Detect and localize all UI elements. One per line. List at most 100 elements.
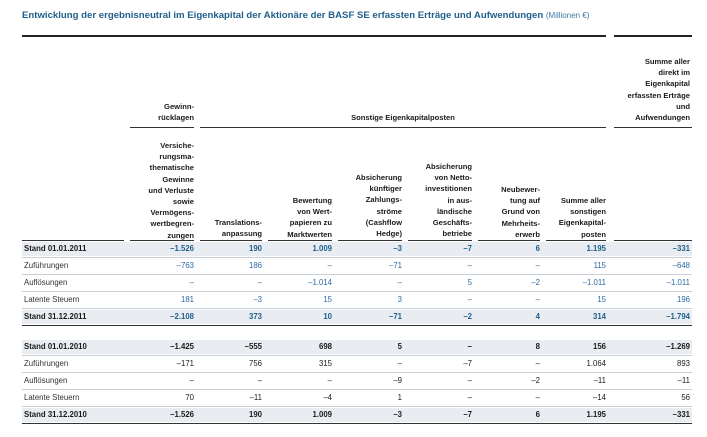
row-label: Stand 01.01.2010	[24, 342, 87, 351]
table-cell: –	[467, 261, 472, 270]
table-cell: 10	[323, 312, 332, 321]
table-cell: –	[467, 342, 472, 351]
table-cell: –	[397, 278, 402, 287]
rule-col-1	[130, 240, 194, 241]
table-cell: –71	[388, 261, 402, 270]
table-cell: 315	[318, 359, 332, 368]
table-cell: –1.014	[308, 278, 332, 287]
table-cell: 314	[592, 312, 606, 321]
table-cell: –	[257, 376, 262, 385]
table-cell: 15	[597, 295, 606, 304]
table-cell: 56	[681, 393, 690, 402]
rule-summe-direkt	[614, 127, 692, 128]
row-label: Stand 31.12.2010	[24, 410, 87, 419]
table-cell: –11	[593, 376, 606, 385]
table-cell: –9	[393, 376, 402, 385]
col-header-nettoinvest: Absicherung von Netto- investitionen in …	[425, 162, 472, 239]
row-label: Zuführungen	[24, 261, 69, 270]
table-cell: 186	[248, 261, 262, 270]
table-cell: –1.526	[170, 410, 194, 419]
table-cell: 70	[185, 393, 194, 402]
row-divider	[22, 257, 692, 258]
row-divider	[22, 423, 692, 424]
table-cell: 5	[397, 342, 402, 351]
table-cell: –1.794	[666, 312, 690, 321]
table-cell: –3	[393, 244, 402, 253]
table-cell: –3	[253, 295, 262, 304]
table-row: Latente Steuern 70 –11 –4 1 – – –14 56	[22, 391, 692, 405]
table-cell: –	[535, 295, 540, 304]
table-cell: –14	[592, 393, 606, 402]
table-cell: 15	[323, 295, 332, 304]
table-cell: –2	[531, 278, 540, 287]
row-label: Latente Steuern	[24, 393, 80, 402]
table-cell: –	[189, 376, 194, 385]
rule-gewinnruecklagen	[130, 127, 194, 128]
row-divider	[22, 406, 692, 407]
table-cell: 8	[535, 342, 540, 351]
table-cell: 1.009	[312, 244, 332, 253]
header-gewinnruecklagen: Gewinn- rücklagen	[158, 102, 194, 123]
table-cell: –1.425	[170, 342, 194, 351]
rule-col-6	[478, 240, 540, 241]
rule-col-7	[546, 240, 606, 241]
col-header-cashflow: Absicherung künftiger Zahlungs- ströme (…	[355, 173, 402, 239]
table-cell: 756	[248, 359, 262, 368]
table-cell: –1.011	[582, 278, 606, 287]
table-cell: –	[467, 295, 472, 304]
table-row: Auflösungen – – – –9 – –2 –11 –11	[22, 374, 692, 388]
table-cell: –1.011	[666, 278, 690, 287]
title-unit: (Millionen €)	[545, 11, 590, 20]
table-cell: 5	[467, 278, 472, 287]
row-divider	[22, 389, 692, 390]
col-header-translation: Translations- anpassung	[214, 218, 262, 239]
col-header-neubewertung: Neubewer- tung auf Grund von Mehrheits- …	[501, 185, 540, 239]
table-cell: –4	[323, 393, 332, 402]
table-cell: 373	[248, 312, 262, 321]
table-cell: 6	[535, 410, 540, 419]
rule-col-4	[338, 240, 402, 241]
table-cell: –	[189, 278, 194, 287]
table-cell: –7	[463, 410, 472, 419]
table-cell: –	[467, 393, 472, 402]
table-cell: –	[535, 261, 540, 270]
row-label: Zuführungen	[24, 359, 69, 368]
table-row: Stand 31.12.2011 –2.108 373 10 –71 –2 4 314 –1.7…	[22, 310, 692, 324]
row-divider	[22, 372, 692, 373]
table-row: Stand 31.12.2010 –1.526 190 1.009 –3 –7 6 1.195…	[22, 408, 692, 422]
row-divider	[22, 325, 692, 326]
table-row: Stand 01.01.2010 –1.425 –555 698 5 – 8 156 –1.26…	[22, 340, 692, 354]
table-cell: –3	[393, 410, 402, 419]
page-title: Entwicklung der ergebnisneutral im Eigen…	[22, 10, 589, 21]
table-cell: –2.108	[170, 312, 194, 321]
table-cell: 1.009	[312, 410, 332, 419]
table-cell: –1.269	[666, 342, 690, 351]
rule-col-3	[268, 240, 332, 241]
table-cell: –171	[176, 359, 194, 368]
rule-sonstige	[200, 127, 606, 128]
row-label: Stand 31.12.2011	[24, 312, 87, 321]
table-cell: 156	[592, 342, 606, 351]
table-cell: –11	[249, 393, 262, 402]
table-cell: 1	[397, 393, 402, 402]
col-header-versicherung: Versiche- rungsma- thematische Gewinne u…	[148, 141, 194, 240]
table-cell: 893	[676, 359, 690, 368]
table-cell: –7	[463, 359, 472, 368]
table-cell: 698	[318, 342, 332, 351]
row-divider	[22, 291, 692, 292]
table-cell: –71	[388, 312, 402, 321]
table-cell: –1.526	[170, 244, 194, 253]
table-cell: –331	[672, 410, 690, 419]
table-row: Auflösungen – – –1.014 – 5 –2 –1.011 –1.011	[22, 276, 692, 290]
top-rule-left	[22, 35, 606, 37]
table-cell: 4	[535, 312, 540, 321]
table-cell: 1.064	[586, 359, 606, 368]
header-sonstige: Sonstige Eigenkapitalposten	[351, 113, 455, 122]
table-cell: –	[327, 261, 332, 270]
table-cell: 3	[397, 295, 402, 304]
table-cell: 115	[593, 261, 606, 270]
table-cell: –	[327, 376, 332, 385]
row-divider	[22, 274, 692, 275]
table-row: Stand 01.01.2011 –1.526 190 1.009 –3 –7 6 1.195…	[22, 242, 692, 256]
